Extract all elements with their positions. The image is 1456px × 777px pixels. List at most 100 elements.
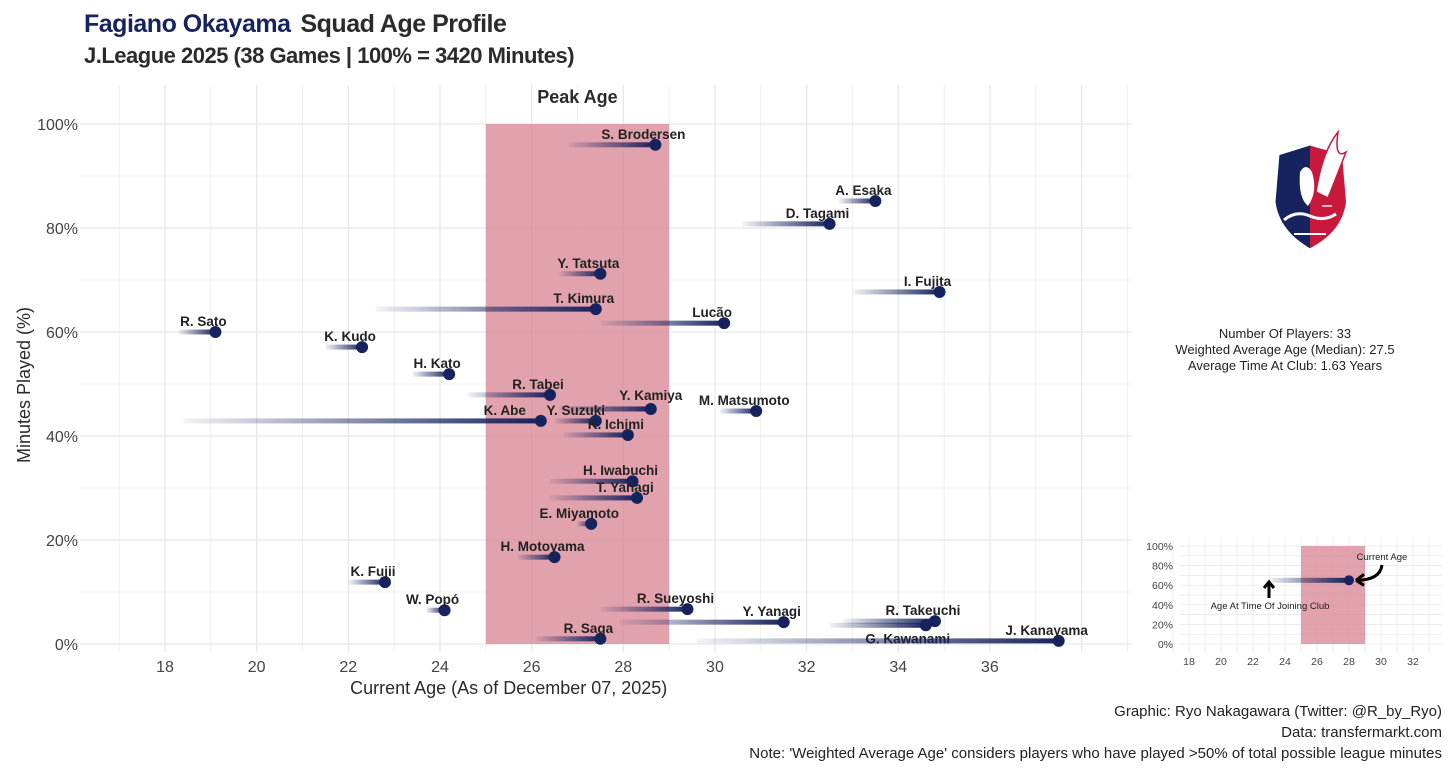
player-label: K. Abe bbox=[484, 403, 527, 418]
player-label: Y. Kamiya bbox=[619, 388, 683, 403]
current-age-point bbox=[543, 388, 556, 401]
current-age-point bbox=[626, 475, 639, 488]
y-tick-label: 20% bbox=[46, 533, 78, 550]
peak-age-label: Peak Age bbox=[537, 87, 617, 107]
tenure-line bbox=[467, 392, 550, 398]
player-mark: D. Tagami bbox=[742, 206, 849, 230]
club-logo bbox=[1272, 129, 1348, 252]
player-mark: H. Iwabuchi bbox=[549, 463, 658, 488]
chart-title: Fagiano Okayama Squad Age Profile bbox=[84, 10, 507, 39]
tenure-line bbox=[426, 607, 445, 613]
current-age-point bbox=[589, 303, 602, 316]
current-age-point bbox=[649, 138, 662, 151]
x-axis-title: Current Age (As of December 07, 2025) bbox=[350, 678, 667, 698]
player-label: D. Tagami bbox=[786, 206, 850, 221]
current-age-point bbox=[438, 604, 451, 617]
stat-time-at-club: Average Time At Club: 1.63 Years bbox=[1187, 358, 1383, 373]
player-mark: R. Tabei bbox=[467, 377, 564, 401]
y-tick-label: 100% bbox=[37, 117, 78, 134]
player-mark: A. Esaka bbox=[835, 183, 892, 207]
tenure-line bbox=[183, 418, 541, 424]
player-label: S. Brodersen bbox=[601, 127, 685, 142]
stat-weighted-age: Weighted Average Age (Median): 27.5 bbox=[1175, 342, 1395, 357]
current-age-point bbox=[869, 194, 882, 207]
player-label: R. Tabei bbox=[512, 377, 564, 392]
inset-x-tick: 18 bbox=[1183, 656, 1195, 668]
x-tick-label: 18 bbox=[156, 659, 174, 676]
x-tick-label: 30 bbox=[706, 659, 724, 676]
y-tick-label: 80% bbox=[46, 221, 78, 238]
tenure-line bbox=[549, 478, 633, 484]
curved-arrow-icon bbox=[1356, 564, 1384, 582]
current-age-point bbox=[589, 414, 602, 427]
player-mark: Y. Yanagi bbox=[618, 604, 801, 629]
current-age-point bbox=[644, 402, 657, 415]
inset-y-tick: 20% bbox=[1152, 619, 1173, 631]
tenure-line bbox=[600, 320, 725, 326]
y-tick-label: 60% bbox=[46, 325, 78, 342]
grid bbox=[80, 85, 1132, 652]
tenure-line bbox=[577, 521, 592, 527]
player-label: H. Motoyama bbox=[501, 539, 586, 554]
inset-peak-band bbox=[1301, 546, 1365, 644]
inset-y-tick: 80% bbox=[1152, 561, 1173, 573]
current-age-point bbox=[750, 405, 763, 418]
y-tick-label: 40% bbox=[46, 429, 78, 446]
inset-y-tick: 0% bbox=[1158, 639, 1173, 651]
player-mark: K. Kudo bbox=[324, 329, 376, 354]
current-age-point bbox=[594, 632, 607, 645]
player-label: A. Esaka bbox=[835, 183, 892, 198]
tenure-line bbox=[742, 221, 830, 227]
player-label: Y. Suzuki bbox=[547, 403, 606, 418]
caption-note: Note: 'Weighted Average Age' considers p… bbox=[749, 745, 1442, 762]
inset-current-age-label: Current Age bbox=[1357, 552, 1408, 563]
current-age-point bbox=[777, 616, 790, 629]
arrow-head-icon bbox=[1355, 573, 1365, 587]
inset-tenure-line bbox=[1269, 577, 1349, 583]
inset-x-tick: 22 bbox=[1247, 656, 1259, 668]
player-mark: R. Takeuchi bbox=[843, 603, 960, 628]
current-age-point bbox=[443, 368, 456, 381]
inset-x-tick: 26 bbox=[1311, 656, 1323, 668]
player-label: H. Kato bbox=[414, 356, 461, 371]
x-tick-label: 36 bbox=[981, 659, 999, 676]
tenure-line bbox=[843, 618, 935, 624]
player-mark: R. Sueyoshi bbox=[600, 591, 714, 616]
x-tick-label: 28 bbox=[614, 659, 632, 676]
peak-age-rect bbox=[485, 124, 670, 644]
player-mark: K. Ichimi bbox=[563, 417, 644, 441]
player-label: T. Kimura bbox=[553, 291, 614, 306]
player-mark: K. Fujii bbox=[348, 564, 395, 589]
player-mark: T. Yanagi bbox=[549, 480, 654, 504]
tenure-line bbox=[696, 638, 1059, 644]
tenure-line bbox=[536, 636, 601, 642]
current-age-point bbox=[356, 341, 369, 354]
tenure-line bbox=[554, 418, 596, 424]
player-mark: K. Abe bbox=[183, 403, 547, 427]
player-mark: S. Brodersen bbox=[568, 127, 685, 151]
player-mark: J. Kanayama bbox=[696, 623, 1088, 647]
squad-stats: Number Of Players: 33 Weighted Average A… bbox=[1160, 326, 1410, 374]
inset-y-tick: 100% bbox=[1146, 541, 1173, 553]
player-label: Y. Tatsuta bbox=[557, 256, 620, 271]
tenure-line bbox=[719, 408, 757, 414]
tenure-line bbox=[829, 622, 926, 628]
x-tick-label: 20 bbox=[248, 659, 266, 676]
player-label: I. Fujita bbox=[904, 274, 952, 289]
tenure-line bbox=[517, 554, 555, 560]
inset-y-tick: 60% bbox=[1152, 580, 1173, 592]
x-tick-label: 26 bbox=[523, 659, 541, 676]
inset-x-tick: 20 bbox=[1215, 656, 1227, 668]
player-mark: E. Miyamoto bbox=[539, 506, 619, 530]
player-mark: Y. Tatsuta bbox=[557, 256, 620, 280]
current-age-point bbox=[823, 217, 836, 230]
player-mark: H. Motoyama bbox=[501, 539, 586, 564]
player-marks: S. Brodersen A. Esaka D. Tagami Y. Tatsuta I… bbox=[178, 127, 1088, 647]
player-mark: Lucão bbox=[600, 305, 732, 330]
player-label: K. Fujii bbox=[350, 564, 395, 579]
tenure-line bbox=[375, 306, 596, 312]
current-age-point bbox=[209, 326, 222, 338]
chart-subtitle: J.League 2025 (38 Games | 100% = 3420 Mi… bbox=[84, 43, 575, 68]
player-mark: W. Popó bbox=[406, 592, 459, 617]
